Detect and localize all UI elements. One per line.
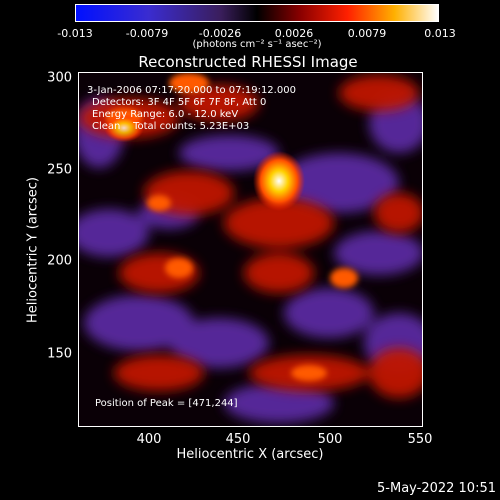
y-axis-label: Heliocentric Y (arcsec) [25, 177, 41, 323]
rhessi-image: 3-Jan-2006 07:17:20.000 to 07:19:12.000 … [78, 72, 423, 427]
peak-source [253, 151, 305, 211]
colorbar-tick: -0.0026 [198, 27, 242, 40]
y-tick-label: 150 [47, 346, 72, 362]
time-range-text: 3-Jan-2006 07:17:20.000 to 07:19:12.000 [87, 85, 296, 96]
image-title: Reconstructed RHESSI Image [138, 53, 358, 71]
energy-range-text: Energy Range: 6.0 - 12.0 keV [92, 109, 239, 120]
colorbar-tick: 0.0079 [347, 27, 387, 40]
colorbar-tick: -0.0079 [125, 27, 169, 40]
colorbar-tick: -0.013 [57, 27, 93, 40]
x-tick-label: 400 [136, 432, 162, 447]
y-tick-label: 200 [47, 253, 72, 269]
colorbar [75, 4, 439, 22]
image-map [79, 73, 422, 426]
x-axis-label: Heliocentric X (arcsec) [176, 447, 324, 462]
x-tick-label: 500 [317, 432, 343, 447]
x-tick-label: 550 [407, 432, 433, 447]
peak-position-text: Position of Peak = [471,244] [95, 398, 238, 409]
y-tick-label: 250 [47, 162, 72, 178]
colorbar-tick: 0.0026 [274, 27, 314, 40]
x-tick-label: 450 [225, 432, 251, 447]
colorbar-gradient [76, 5, 438, 21]
colorbar-tick: 0.013 [424, 27, 456, 40]
detectors-text: Detectors: 3F 4F 5F 6F 7F 8F, Att 0 [92, 97, 267, 108]
timestamp: 5-May-2022 10:51 [377, 481, 496, 496]
colorbar-unit-label: (photons cm⁻² s⁻¹ asec⁻²) [192, 39, 322, 50]
y-tick-label: 300 [47, 70, 72, 86]
clean-counts-text: Clean Total counts: 5.23E+03 [92, 121, 250, 132]
